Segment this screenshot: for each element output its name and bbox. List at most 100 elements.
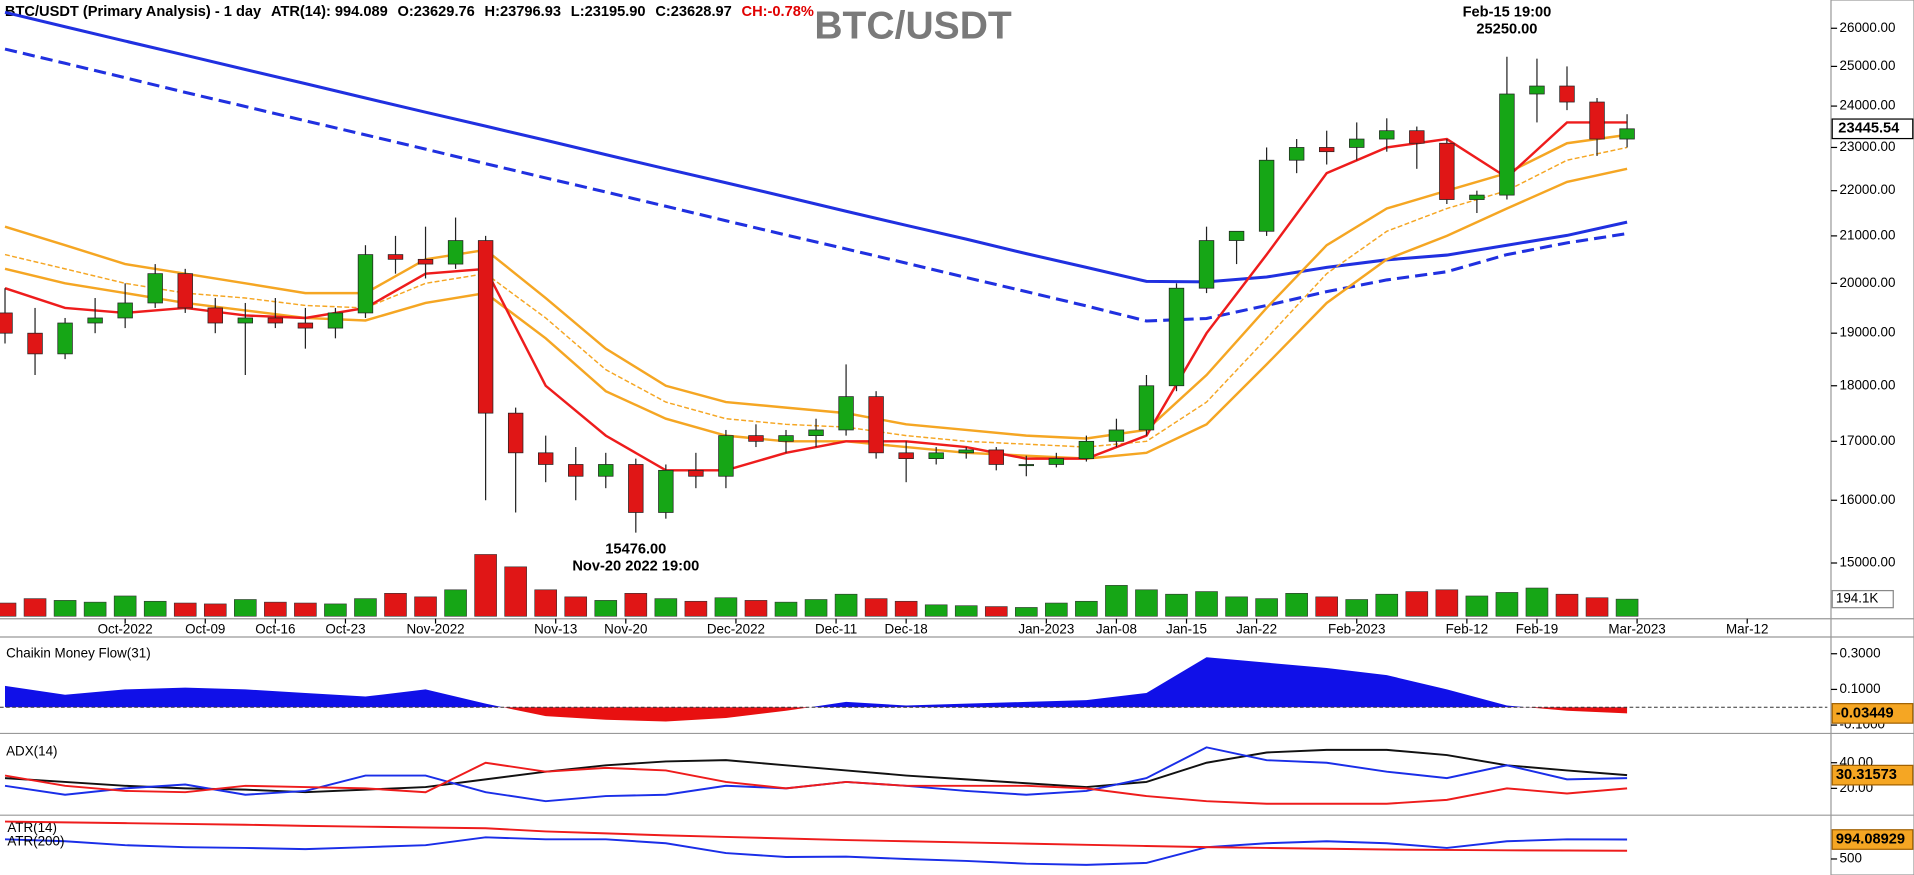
volume-bar [1315,596,1338,617]
candle-body [1379,130,1395,140]
volume-bar [594,600,618,617]
current-value: 994.08929 [1836,831,1905,847]
volume-bar [1105,585,1128,617]
annotation: 25250.00 [1476,22,1537,38]
volume-bar [804,599,828,617]
volume-bar [624,593,648,617]
candle-body [57,322,73,355]
volume-bar [1075,600,1098,617]
series-name: ATR(200) [7,834,64,849]
x-tick-label: Feb-12 [1446,621,1488,636]
value-box [1831,703,1914,724]
volume-bar [1135,589,1158,617]
candle-body [87,317,103,324]
volume-bar [143,600,167,617]
volume-bar [414,596,437,617]
candle-body [1018,464,1035,467]
candle-body [477,240,494,414]
x-tick-label: Oct-23 [325,621,365,636]
candle-body [718,435,734,477]
y-tick-label: 0.1000 [1840,681,1881,696]
panel-title: Chaikin Money Flow(31) [6,646,151,661]
volume-bar [1045,602,1068,617]
candle-body [628,464,644,513]
volume-bar [504,566,527,617]
candle-body [1258,159,1275,232]
x-tick-label: Oct-09 [185,621,225,636]
x-tick-label: Jan-2023 [1018,621,1074,636]
volume-bar [203,603,227,617]
candle-body [237,317,254,324]
candle-body [507,412,524,454]
candle-body [327,312,344,329]
y-tick-label: 25000.00 [1840,58,1896,73]
volume-bar [714,597,738,617]
candle-body [1439,142,1455,200]
candle-body [1288,147,1305,161]
volume-bar [954,605,978,617]
volume-bar [864,598,888,617]
current-value: -0.03449 [1836,705,1894,721]
volume-bar [1525,587,1549,617]
volume-label-box [1831,589,1894,609]
x-tick-label: Dec-2022 [707,621,765,636]
volume-bar [1345,599,1369,617]
indicator-line [4,820,1628,852]
moving-average [4,10,1628,284]
y-tick-label: 24000.00 [1840,98,1896,113]
x-tick-label: Oct-2022 [98,621,153,636]
candle-body [868,396,884,454]
volume-bar [1435,589,1459,617]
candle-body [658,469,674,513]
y-tick-label: 22000.00 [1840,182,1896,197]
x-tick-label: Nov-13 [534,621,577,636]
candle-body [778,435,794,442]
moving-average [4,47,1628,323]
x-tick-label: Mar-2023 [1608,621,1665,636]
header-item: C:23628.97 [655,4,731,20]
x-tick-label: Jan-22 [1236,621,1277,636]
candle-body [27,332,43,355]
current-value: 30.31573 [1836,767,1897,783]
volume-bar [294,602,317,617]
candle-body [267,317,284,324]
volume-bar [1615,598,1639,617]
candle-body [1619,128,1635,140]
volume-bar [1195,591,1218,617]
value-box [1831,829,1914,850]
volume-bar [83,601,107,617]
candle-body [357,254,374,314]
last-price: 23445.54 [1838,121,1900,137]
series-name: ATR(14) [7,820,57,835]
candle-body [1409,130,1425,144]
candle-body [117,302,133,319]
header: BTC/USDT (Primary Analysis) - 1 day ATR(1… [5,4,814,20]
volume-bar [1375,593,1399,617]
volume-bar [1165,593,1188,617]
volume-bar [744,600,768,617]
volume-bar [23,598,47,617]
candle-body [688,469,704,477]
header-item: L:23195.90 [571,4,646,20]
candle-body [1589,101,1605,140]
x-tick-label: Mar-12 [1726,621,1768,636]
header-item: CH:-0.78% [742,4,814,20]
volume-bar [474,554,497,617]
x-tick-label: Nov-20 [604,621,647,636]
indicator-line [4,836,1628,866]
last-price-box [1831,118,1914,140]
volume-bar [534,589,557,617]
volume-bar [984,606,1008,617]
annotation: 15476.00 [605,542,666,558]
x-tick-label: Nov-2022 [406,621,464,636]
candle-body [898,452,914,459]
chart-title: BTC/USDT [814,4,1012,47]
volume-bar [1495,592,1519,617]
cmf-area-positive [5,657,1628,708]
candle-body [748,435,764,442]
candle-body [538,452,554,465]
volume-bar [774,601,798,617]
candle-body [1078,440,1095,459]
